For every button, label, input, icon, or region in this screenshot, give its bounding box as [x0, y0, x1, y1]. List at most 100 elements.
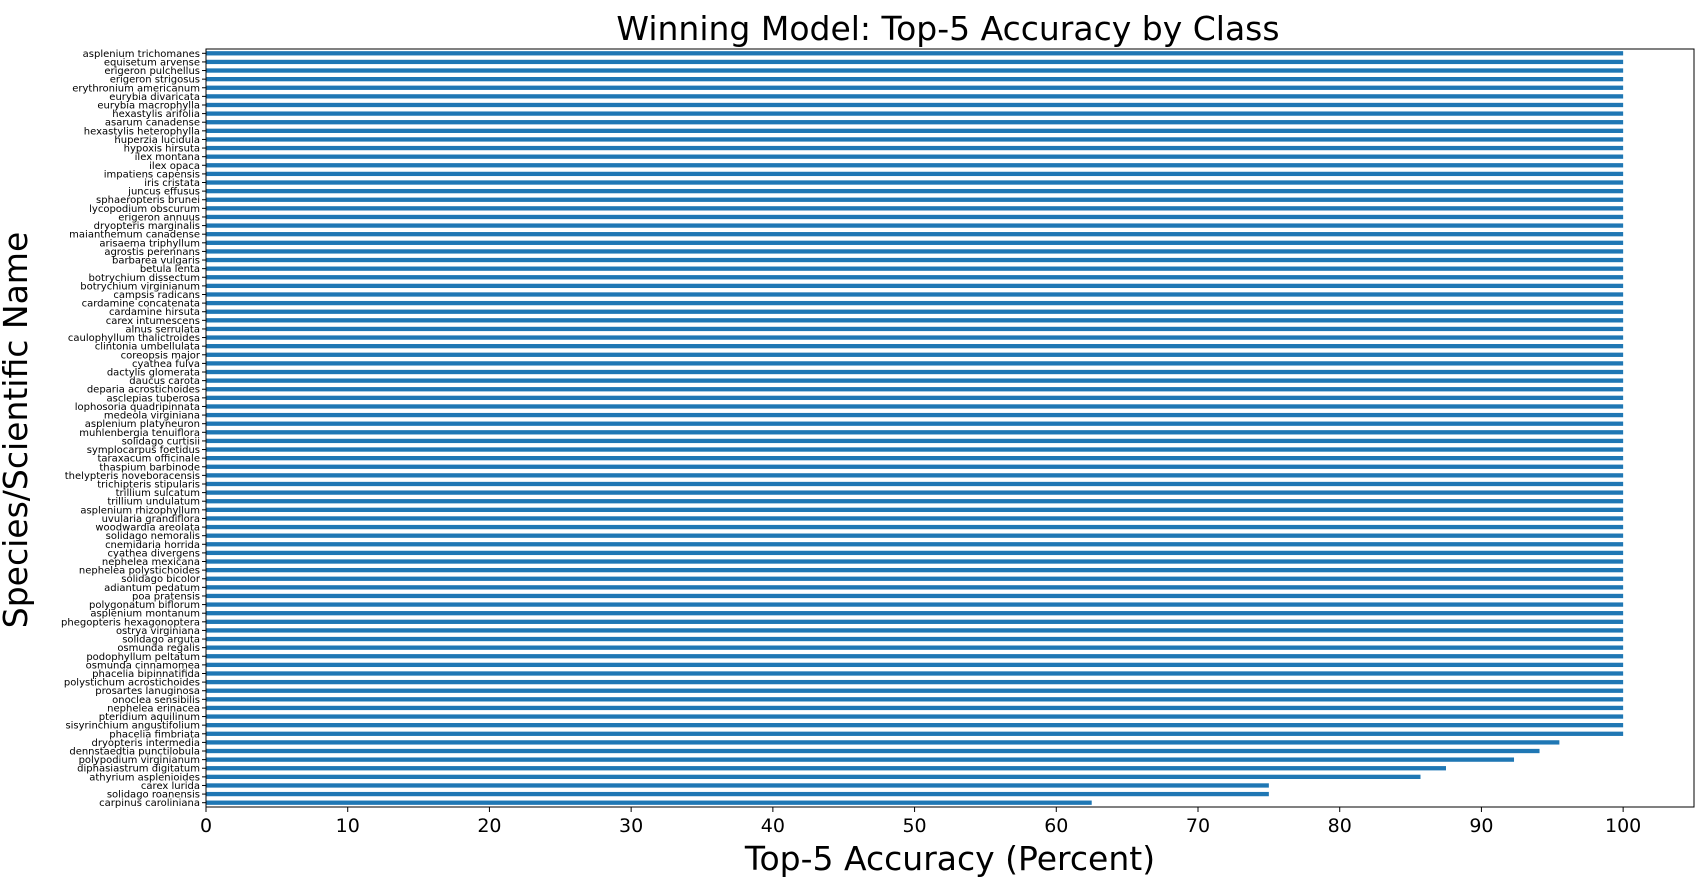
y-tick-label: adiantum pedatum: [104, 583, 200, 594]
y-tick-label: impatiens capensis: [104, 169, 200, 180]
bar: [206, 171, 1624, 177]
y-tick-label: cyathea divergens: [108, 548, 200, 559]
bar: [206, 120, 1624, 125]
bar: [206, 378, 1624, 383]
axes-layer: [205, 48, 1695, 808]
bar: [206, 344, 1624, 349]
x-tick-label: 100: [1605, 815, 1641, 837]
bar: [206, 257, 1624, 263]
bar: [206, 318, 1624, 323]
bar: [206, 714, 1624, 719]
y-tick-label: thelypteris noveboracensis: [65, 471, 200, 482]
x-axis-ticks: 0 10 20 30 40 50 60 70 80 90 100: [200, 807, 1641, 837]
y-tick-label: asplenium platyneuron: [85, 419, 200, 430]
bar: [206, 438, 1624, 444]
bar: [206, 602, 1624, 607]
y-tick-label: eurybia macrophylla: [97, 100, 200, 111]
y-tick-label: ilex montana: [135, 152, 200, 163]
bar: [206, 447, 1624, 452]
bar: [206, 481, 1624, 487]
y-tick-label: barbarea vulgaris: [112, 256, 200, 267]
y-tick-label: trillium undulatum: [107, 497, 200, 508]
y-axis-title: Species/Scientific Name: [0, 232, 35, 628]
bar: [206, 188, 1624, 194]
y-tick-label: symplocarpus foetidus: [87, 445, 200, 456]
y-tick-label: erythronium americanum: [72, 83, 200, 94]
y-tick-label: clintonia umbellulata: [95, 342, 200, 353]
bar: [206, 326, 1624, 332]
y-tick-label: cardamine concatenata: [82, 299, 200, 310]
bar: [206, 740, 1560, 745]
y-tick-label: juncus effusus: [127, 187, 200, 198]
bar: [206, 723, 1624, 728]
bar: [206, 516, 1624, 521]
bar: [206, 455, 1624, 461]
y-tick-label: osmunda regalis: [117, 643, 200, 654]
plot-frame: [205, 48, 1695, 808]
y-tick-label: polystichum acrostichoides: [64, 678, 200, 689]
bar: [206, 774, 1421, 780]
y-tick-label: arisaema triphyllum: [99, 238, 200, 249]
bar: [206, 214, 1624, 220]
y-tick-label: asplenium montanum: [90, 609, 200, 620]
y-tick-label: carex lurida: [141, 781, 200, 792]
y-tick-label: phacelia fimbriata: [109, 729, 200, 740]
bar: [206, 705, 1624, 711]
bar: [206, 421, 1624, 426]
y-tick-label: solidago nemoralis: [106, 531, 200, 542]
y-tick-label: taraxacum officinale: [97, 454, 200, 465]
bar: [206, 292, 1624, 297]
bar: [206, 180, 1624, 185]
bar: [206, 404, 1624, 409]
bar: [206, 361, 1624, 366]
bar: [206, 76, 1624, 82]
y-tick-label: asclepias tuberosa: [106, 393, 200, 404]
y-tick-label: caulophyllum thalictroides: [68, 333, 200, 344]
y-tick-label: ostrya virginiana: [116, 626, 200, 637]
bar: [206, 766, 1446, 771]
x-axis-title: Top-5 Accuracy (Percent): [744, 839, 1155, 877]
y-tick-label: nephelea polystichoides: [79, 566, 200, 577]
y-tick-label: coreopsis major: [121, 350, 201, 361]
y-tick-label: sphaeropteris brunei: [96, 195, 200, 206]
y-tick-label: carpinus caroliniana: [99, 798, 200, 809]
y-tick-label: pteridium aquilinum: [99, 712, 200, 723]
bar: [206, 275, 1624, 280]
bar: [206, 300, 1624, 306]
bar: [206, 240, 1624, 245]
y-tick-label: botrychium dissectum: [89, 273, 200, 284]
x-tick-label: 50: [902, 815, 926, 837]
bar: [206, 490, 1624, 495]
y-tick-label: solidago roanensis: [107, 790, 200, 801]
y-tick-label: nephelea mexicana: [102, 557, 200, 568]
y-tick-label: athyrium asplenioides: [89, 772, 200, 783]
y-tick-label: campsis radicans: [113, 290, 200, 301]
y-tick-label: solidago arguta: [122, 635, 200, 646]
bar: [206, 68, 1624, 73]
bar: [206, 94, 1624, 99]
y-tick-label: polypodium virginianum: [79, 755, 200, 766]
x-tick-label: 20: [477, 815, 501, 837]
bar: [206, 567, 1624, 573]
y-tick-label: onoclea sensibilis: [112, 695, 200, 706]
bar: [206, 128, 1624, 133]
bar: [206, 51, 1624, 56]
y-tick-label: hexastylis arifolia: [112, 109, 200, 120]
bar: [206, 533, 1624, 538]
y-tick-label: erigeron pulchellus: [104, 66, 200, 77]
y-tick-label: osmunda cinnamomea: [86, 660, 200, 671]
bar: [206, 145, 1624, 151]
y-tick-label: muhlenbergia tenuiflora: [79, 428, 200, 439]
bar: [206, 102, 1624, 108]
bar: [206, 249, 1624, 254]
y-tick-label: dryopteris intermedia: [92, 738, 200, 749]
bar: [206, 266, 1624, 271]
bar: [206, 507, 1624, 512]
bar: [206, 524, 1624, 530]
bar: [206, 137, 1624, 142]
y-tick-label: botrychium virginianum: [80, 281, 200, 292]
bar: [206, 232, 1624, 237]
bar: [206, 697, 1624, 702]
